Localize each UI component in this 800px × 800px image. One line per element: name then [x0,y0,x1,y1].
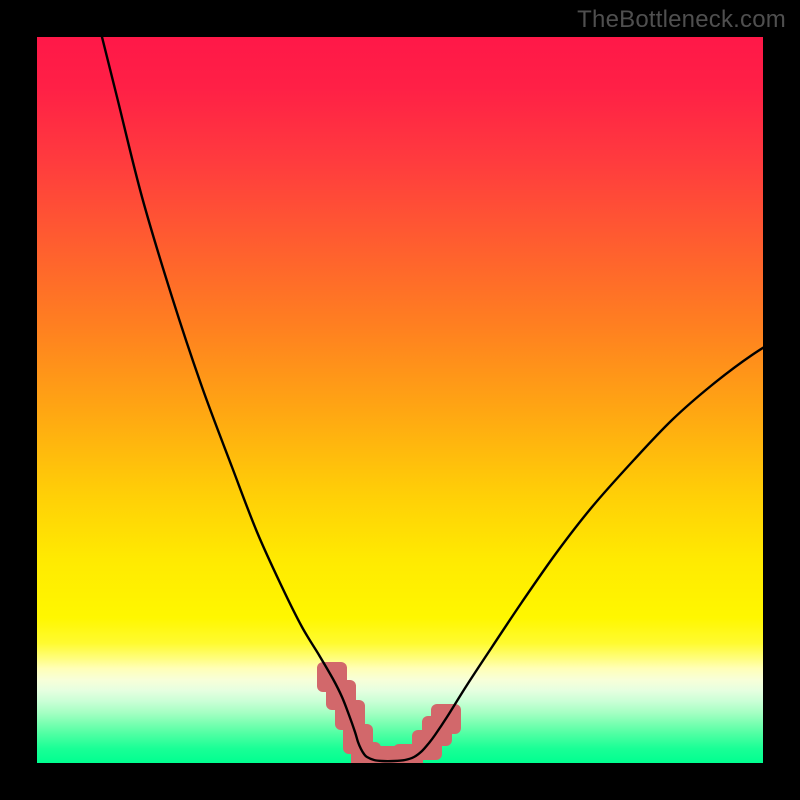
curve-layer [37,37,763,763]
watermark-text: TheBottleneck.com [577,6,786,34]
plot-area [37,37,763,763]
bottleneck-curve [97,37,763,761]
chart-frame: TheBottleneck.com [0,0,800,800]
